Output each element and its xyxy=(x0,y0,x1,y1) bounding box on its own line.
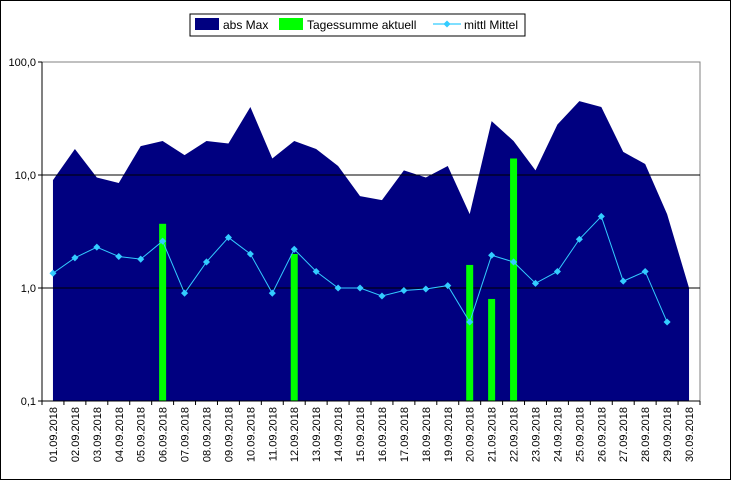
mittl-mittel-point xyxy=(312,267,320,276)
tagessumme-bar xyxy=(290,253,298,401)
x-tick-label: 26.09.2018 xyxy=(596,407,608,462)
mittl-mittel-point xyxy=(159,237,167,245)
abs-max-area xyxy=(52,101,690,402)
mittl-mittel-point xyxy=(641,267,649,276)
mittl-mittel-point xyxy=(619,277,627,285)
x-tick-label: 12.09.2018 xyxy=(289,407,301,462)
mittl-mittel-point xyxy=(290,245,298,253)
x-tick-label: 04.09.2018 xyxy=(114,407,126,462)
gridlines xyxy=(42,174,700,289)
mittl-mittel-point xyxy=(202,258,211,266)
mittl-mittel-point xyxy=(181,289,189,297)
x-tick-label: 06.09.2018 xyxy=(158,407,170,462)
x-tick-label: 28.09.2018 xyxy=(640,407,652,462)
x-tick-label: 17.09.2018 xyxy=(399,407,411,462)
x-tick-label: 15.09.2018 xyxy=(355,407,367,462)
mittl-mittel-point xyxy=(71,254,79,262)
x-tick-label: 10.09.2018 xyxy=(245,407,257,462)
x-tick-label: 02.09.2018 xyxy=(70,407,82,462)
mittl-mittel-line-layer xyxy=(49,212,671,326)
x-tick-label: 25.09.2018 xyxy=(574,407,586,462)
legend-swatch-tagessumme xyxy=(279,18,303,30)
x-tick-label: 11.09.2018 xyxy=(267,407,279,461)
x-tick-label: 27.09.2018 xyxy=(618,407,630,462)
x-tick-label: 23.09.2018 xyxy=(531,407,543,462)
x-tick-label: 05.09.2018 xyxy=(136,407,148,462)
abs-max-area-layer xyxy=(52,101,690,402)
mittl-mittel-point xyxy=(531,279,540,287)
x-tick-label: 07.09.2018 xyxy=(180,407,192,462)
x-tick-label: 03.09.2018 xyxy=(92,407,104,462)
mittl-mittel-point xyxy=(510,258,518,266)
tagessumme-bar xyxy=(159,223,167,401)
x-tick-label: 08.09.2018 xyxy=(202,407,214,462)
x-tick-label: 18.09.2018 xyxy=(421,407,433,462)
legend-marker-mittl-mittel xyxy=(443,20,451,28)
mittl-mittel-point xyxy=(93,243,101,251)
mittl-mittel-point xyxy=(246,250,254,258)
y-tick-label: 1,0 xyxy=(21,283,36,295)
x-tick-labels: 01.09.2018 02.09.2018 03.09.2018 04.09.2018… xyxy=(48,407,696,462)
legend: abs Max Tagessumme aktuell mittl Mittel xyxy=(189,13,526,37)
mittl-mittel-point xyxy=(49,269,57,277)
legend-label-tagessumme: Tagessumme aktuell xyxy=(307,18,416,32)
tagessumme-bar xyxy=(488,298,496,401)
mittl-mittel-point xyxy=(334,284,342,292)
y-tick-labels: 0,1 1,0 10,0 100,0 xyxy=(8,57,36,408)
x-tick-label: 20.09.2018 xyxy=(465,407,477,462)
x-tick-label: 21.09.2018 xyxy=(487,407,499,462)
legend-label-abs-max: abs Max xyxy=(223,18,268,32)
mittl-mittel-point xyxy=(575,235,583,243)
x-tick-label: 19.09.2018 xyxy=(443,407,455,462)
x-tick-label: 30.09.2018 xyxy=(684,407,696,462)
x-tick-label: 16.09.2018 xyxy=(377,407,389,462)
mittl-mittel-point xyxy=(137,255,145,263)
mittl-mittel-point xyxy=(597,212,605,220)
mittl-mittel-point xyxy=(378,292,386,300)
legend-box xyxy=(189,13,526,37)
mittl-mittel-point xyxy=(422,285,430,293)
legend-swatch-abs-max xyxy=(195,18,219,30)
x-tick-label: 24.09.2018 xyxy=(552,407,564,462)
tagessumme-bar-layer xyxy=(159,158,518,401)
x-tick-label: 22.09.2018 xyxy=(509,407,521,462)
axes xyxy=(38,61,701,405)
tagessumme-bar xyxy=(510,158,518,401)
x-tick-label: 14.09.2018 xyxy=(333,407,345,462)
mittl-mittel-point xyxy=(444,282,452,290)
mittl-mittel-point xyxy=(400,286,408,295)
mittl-mittel-point xyxy=(115,252,123,261)
x-tick-label: 09.09.2018 xyxy=(223,407,235,462)
y-tick-label: 10,0 xyxy=(15,170,36,182)
mittl-mittel-point xyxy=(268,289,276,297)
y-tick-label: 0,1 xyxy=(21,396,36,408)
x-tick-label: 13.09.2018 xyxy=(311,407,323,462)
y-tick-label: 100,0 xyxy=(8,57,36,69)
mittl-mittel-point xyxy=(224,233,232,242)
x-tick-label: 29.09.2018 xyxy=(662,407,674,462)
legend-label-mittl-mittel: mittl Mittel xyxy=(464,18,518,32)
mittl-mittel-point xyxy=(356,284,364,292)
tagessumme-bar xyxy=(466,264,474,401)
mittl-mittel-point xyxy=(553,267,561,276)
mittl-mittel-point xyxy=(663,318,671,326)
mittl-mittel-point xyxy=(466,318,474,326)
x-tick-label: 01.09.2018 xyxy=(48,407,60,462)
